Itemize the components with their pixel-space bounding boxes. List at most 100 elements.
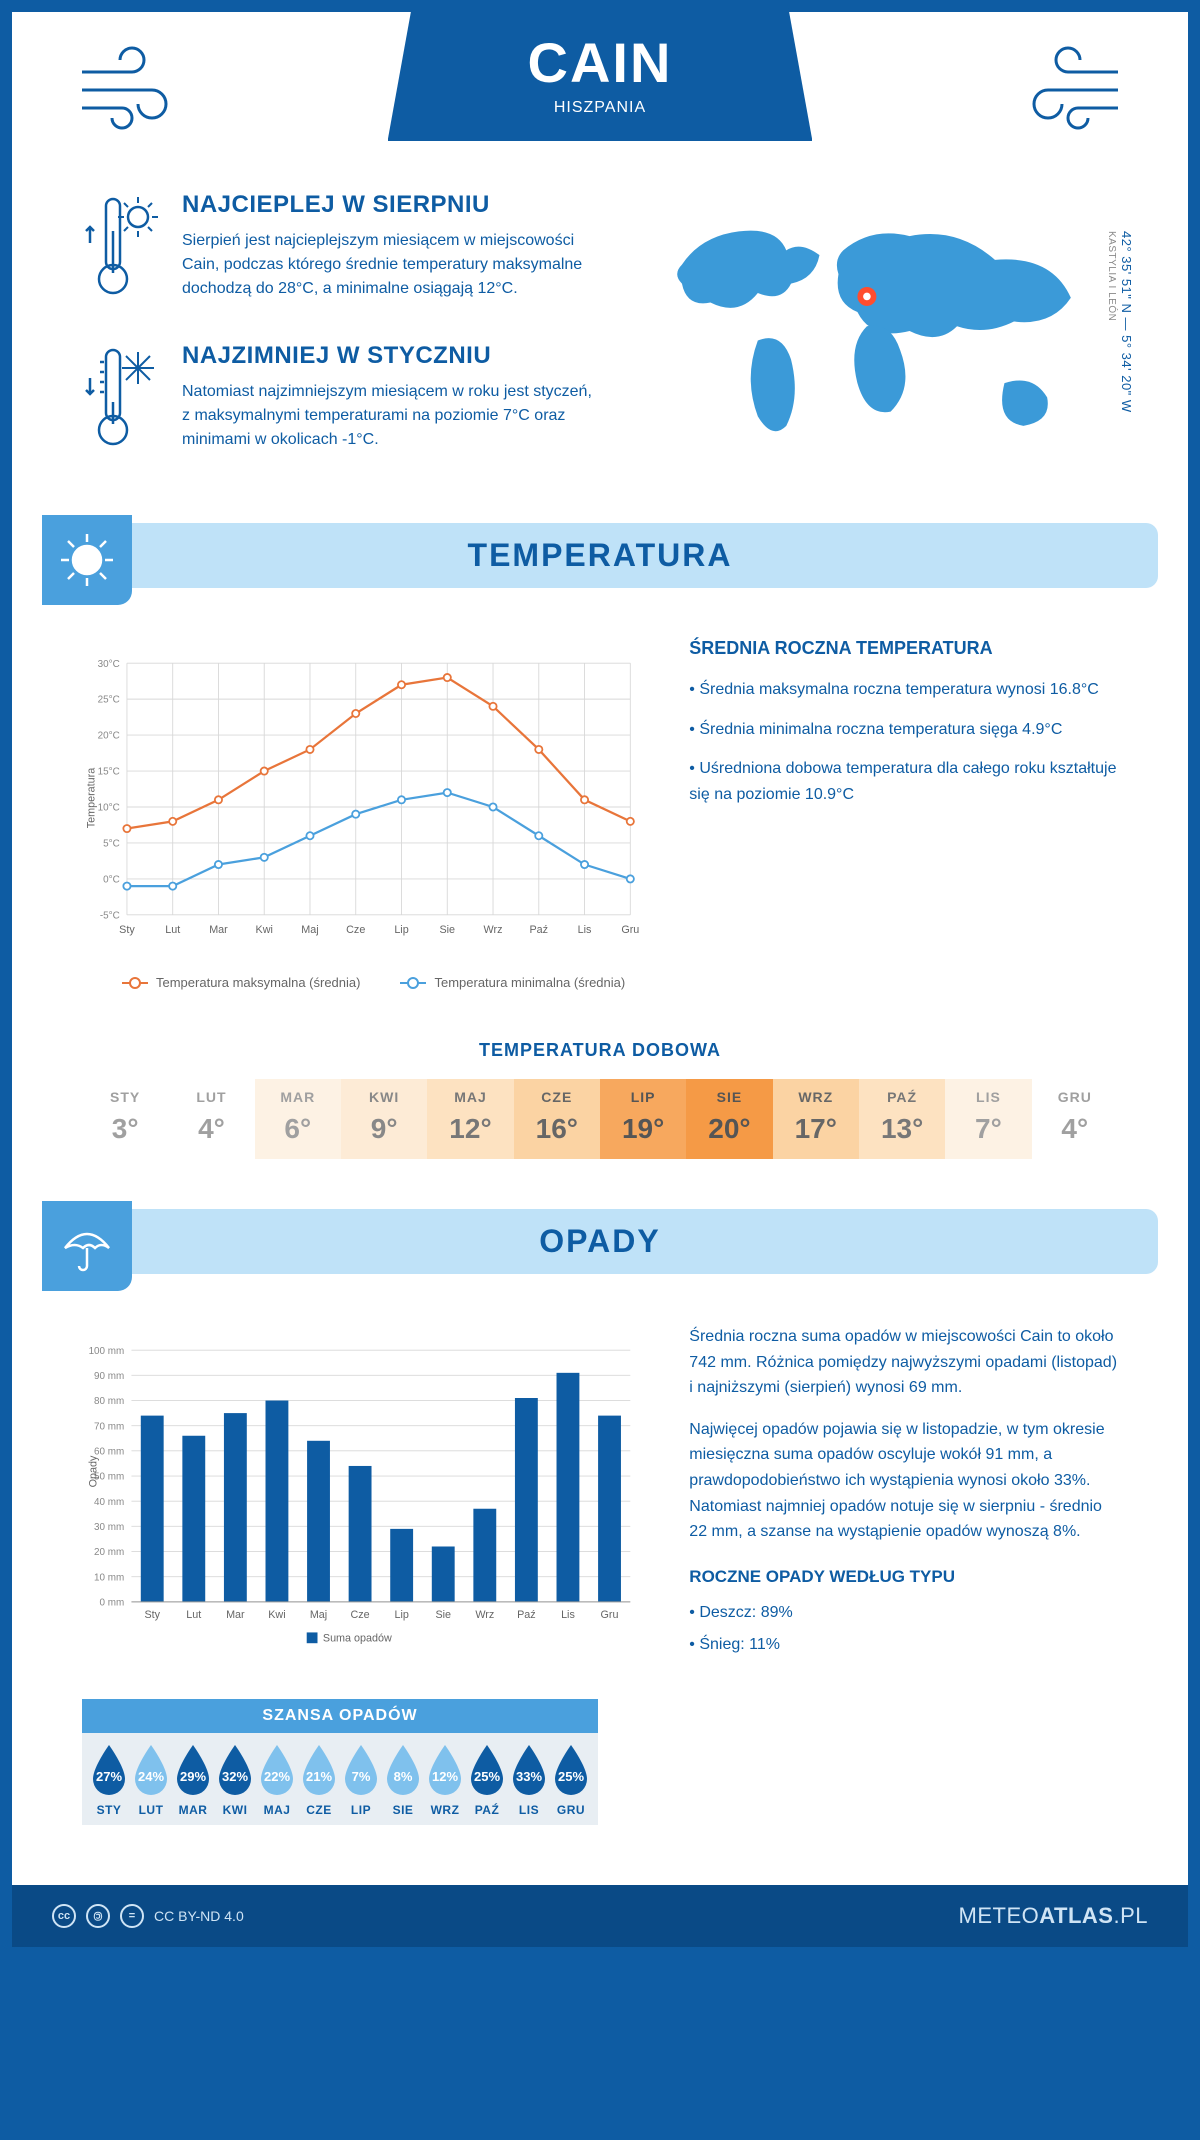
svg-text:Cze: Cze xyxy=(346,924,365,936)
svg-text:0°C: 0°C xyxy=(103,874,120,885)
svg-text:10 mm: 10 mm xyxy=(94,1572,124,1583)
svg-text:Temperatura: Temperatura xyxy=(86,768,98,828)
svg-text:90 mm: 90 mm xyxy=(94,1371,124,1382)
svg-text:Opady: Opady xyxy=(87,1455,99,1487)
svg-text:Sie: Sie xyxy=(435,1609,451,1621)
daily-cell: WRZ17° xyxy=(773,1079,859,1159)
svg-text:20 mm: 20 mm xyxy=(94,1547,124,1558)
svg-text:Maj: Maj xyxy=(301,924,318,936)
nd-icon: = xyxy=(120,1904,144,1928)
svg-text:40 mm: 40 mm xyxy=(94,1497,124,1508)
coldest-fact: NAJZIMNIEJ W STYCZNIU Natomiast najzimni… xyxy=(82,342,604,457)
daily-temp-strip: STY3°LUT4°MAR6°KWI9°MAJ12°CZE16°LIP19°SI… xyxy=(82,1079,1118,1159)
rain-drop-cell: 8%SIE xyxy=(382,1743,424,1817)
svg-text:Sty: Sty xyxy=(144,1609,160,1621)
rain-chance-grid: 27%STY24%LUT29%MAR32%KWI22%MAJ21%CZE7%LI… xyxy=(82,1733,598,1825)
temp-bullet: • Uśredniona dobowa temperatura dla całe… xyxy=(689,756,1118,807)
svg-text:Lis: Lis xyxy=(561,1609,575,1621)
daily-cell: PAŹ13° xyxy=(859,1079,945,1159)
page-title: CAIN xyxy=(528,30,673,95)
precip-p1: Średnia roczna suma opadów w miejscowośc… xyxy=(689,1324,1118,1401)
svg-text:Mar: Mar xyxy=(209,924,228,936)
rain-drop-cell: 29%MAR xyxy=(172,1743,214,1817)
precipitation-summary: Średnia roczna suma opadów w miejscowośc… xyxy=(689,1324,1118,1669)
daily-cell: SIE20° xyxy=(686,1079,772,1159)
precip-type-title: ROCZNE OPADY WEDŁUG TYPU xyxy=(689,1563,1118,1590)
umbrella-icon xyxy=(42,1201,132,1291)
thermometer-cold-icon xyxy=(82,342,162,457)
coldest-title: NAJZIMNIEJ W STYCZNIU xyxy=(182,342,604,370)
precipitation-chart: 0 mm10 mm20 mm30 mm40 mm50 mm60 mm70 mm8… xyxy=(82,1324,639,1669)
header: CAIN HISZPANIA xyxy=(12,12,1188,141)
coldest-text: Natomiast najzimniejszym miesiącem w rok… xyxy=(182,380,604,452)
svg-text:Wrz: Wrz xyxy=(484,924,503,936)
svg-text:Suma opadów: Suma opadów xyxy=(323,1632,392,1644)
svg-text:-5°C: -5°C xyxy=(100,910,120,921)
page: CAIN HISZPANIA xyxy=(12,12,1188,1947)
rain-drop-cell: 33%LIS xyxy=(508,1743,550,1817)
svg-text:Sie: Sie xyxy=(439,924,455,936)
svg-text:Cze: Cze xyxy=(351,1609,370,1621)
svg-text:Gru: Gru xyxy=(601,1609,619,1621)
svg-text:Paź: Paź xyxy=(530,924,549,936)
precip-p2: Najwięcej opadów pojawia się w listopadz… xyxy=(689,1417,1118,1545)
rain-drop-cell: 25%PAŹ xyxy=(466,1743,508,1817)
annual-temp-title: ŚREDNIA ROCZNA TEMPERATURA xyxy=(689,638,1118,659)
precipitation-banner: OPADY xyxy=(42,1209,1158,1274)
daily-cell: MAJ12° xyxy=(427,1079,513,1159)
world-map: 42° 35' 51" N — 5° 34' 20" W KASTYLIA I … xyxy=(644,191,1118,493)
intro-section: NAJCIEPLEJ W SIERPNIU Sierpień jest najc… xyxy=(12,141,1188,523)
svg-text:Sty: Sty xyxy=(119,924,135,936)
rain-drop-cell: 24%LUT xyxy=(130,1743,172,1817)
temperature-summary: ŚREDNIA ROCZNA TEMPERATURA • Średnia mak… xyxy=(689,638,1118,990)
temp-bullet: • Średnia maksymalna roczna temperatura … xyxy=(689,677,1118,703)
rain-drop-cell: 12%WRZ xyxy=(424,1743,466,1817)
intro-facts: NAJCIEPLEJ W SIERPNIU Sierpień jest najc… xyxy=(82,191,604,493)
daily-cell: LUT4° xyxy=(168,1079,254,1159)
daily-cell: CZE16° xyxy=(514,1079,600,1159)
svg-text:Gru: Gru xyxy=(621,924,639,936)
wind-icon-left xyxy=(72,12,192,137)
rain-drop-cell: 7%LIP xyxy=(340,1743,382,1817)
temperature-legend: Temperatura maksymalna (średnia) Tempera… xyxy=(82,975,639,990)
coordinates: 42° 35' 51" N — 5° 34' 20" W KASTYLIA I … xyxy=(1104,231,1134,413)
warmest-title: NAJCIEPLEJ W SIERPNIU xyxy=(182,191,604,219)
license: cc 🄯 = CC BY-ND 4.0 xyxy=(52,1904,244,1928)
sun-icon xyxy=(42,515,132,605)
svg-text:Lip: Lip xyxy=(394,924,408,936)
temp-bullet: • Średnia minimalna roczna temperatura s… xyxy=(689,717,1118,743)
svg-text:Wrz: Wrz xyxy=(475,1609,494,1621)
svg-text:15°C: 15°C xyxy=(98,767,120,778)
rain-drop-cell: 25%GRU xyxy=(550,1743,592,1817)
title-plate: CAIN HISZPANIA xyxy=(388,0,813,141)
daily-cell: STY3° xyxy=(82,1079,168,1159)
warmest-fact: NAJCIEPLEJ W SIERPNIU Sierpień jest najc… xyxy=(82,191,604,306)
daily-cell: GRU4° xyxy=(1032,1079,1118,1159)
brand: METEOATLAS.PL xyxy=(959,1903,1148,1929)
temperature-heading: TEMPERATURA xyxy=(42,537,1158,574)
svg-text:25°C: 25°C xyxy=(98,695,120,706)
daily-cell: KWI9° xyxy=(341,1079,427,1159)
svg-text:100 mm: 100 mm xyxy=(89,1346,125,1357)
wind-icon-right xyxy=(1008,12,1128,137)
svg-text:20°C: 20°C xyxy=(98,731,120,742)
svg-text:30°C: 30°C xyxy=(98,659,120,670)
thermometer-hot-icon xyxy=(82,191,162,306)
page-subtitle: HISZPANIA xyxy=(528,99,673,117)
svg-text:70 mm: 70 mm xyxy=(94,1421,124,1432)
rain-drop-cell: 22%MAJ xyxy=(256,1743,298,1817)
footer: cc 🄯 = CC BY-ND 4.0 METEOATLAS.PL xyxy=(12,1885,1188,1947)
svg-text:Lut: Lut xyxy=(165,924,180,936)
legend-min: Temperatura minimalna (średnia) xyxy=(400,975,625,990)
svg-text:0 mm: 0 mm xyxy=(100,1597,125,1608)
precipitation-row: 0 mm10 mm20 mm30 mm40 mm50 mm60 mm70 mm8… xyxy=(12,1274,1188,1689)
temperature-banner: TEMPERATURA xyxy=(42,523,1158,588)
svg-text:Kwi: Kwi xyxy=(256,924,273,936)
by-icon: 🄯 xyxy=(86,1904,110,1928)
svg-text:Kwi: Kwi xyxy=(268,1609,285,1621)
svg-text:30 mm: 30 mm xyxy=(94,1522,124,1533)
precipitation-heading: OPADY xyxy=(42,1223,1158,1260)
rain-drop-cell: 21%CZE xyxy=(298,1743,340,1817)
svg-text:Lis: Lis xyxy=(578,924,592,936)
svg-text:5°C: 5°C xyxy=(103,839,120,850)
